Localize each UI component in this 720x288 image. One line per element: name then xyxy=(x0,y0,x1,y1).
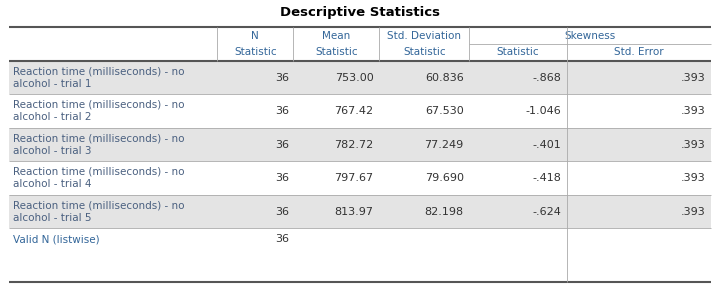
Text: 36: 36 xyxy=(276,173,289,183)
Text: 813.97: 813.97 xyxy=(335,206,374,217)
Text: Reaction time (milliseconds) - no
alcohol - trial 5: Reaction time (milliseconds) - no alcoho… xyxy=(13,200,184,223)
Text: N: N xyxy=(251,31,259,41)
Text: Statistic: Statistic xyxy=(497,48,539,58)
Text: -.418: -.418 xyxy=(532,173,561,183)
Text: -.624: -.624 xyxy=(532,206,561,217)
Text: 753.00: 753.00 xyxy=(335,73,374,83)
Text: .393: .393 xyxy=(681,206,706,217)
Text: -.868: -.868 xyxy=(532,73,561,83)
Text: Std. Error: Std. Error xyxy=(614,48,664,58)
Text: Std. Deviation: Std. Deviation xyxy=(387,31,462,41)
Text: Valid N (listwise): Valid N (listwise) xyxy=(13,234,99,245)
Text: 77.249: 77.249 xyxy=(424,140,464,149)
Text: .393: .393 xyxy=(681,106,706,116)
Text: 797.67: 797.67 xyxy=(335,173,374,183)
Text: Statistic: Statistic xyxy=(234,48,276,58)
Bar xyxy=(9,27,711,282)
Text: Skewness: Skewness xyxy=(564,31,616,41)
Text: Descriptive Statistics: Descriptive Statistics xyxy=(280,6,440,20)
Text: 67.530: 67.530 xyxy=(425,106,464,116)
Text: 79.690: 79.690 xyxy=(425,173,464,183)
Text: -.401: -.401 xyxy=(532,140,561,149)
Text: 767.42: 767.42 xyxy=(335,106,374,116)
Text: 36: 36 xyxy=(276,106,289,116)
Text: Reaction time (milliseconds) - no
alcohol - trial 3: Reaction time (milliseconds) - no alcoho… xyxy=(13,133,184,156)
Bar xyxy=(9,61,711,94)
Text: Reaction time (milliseconds) - no
alcohol - trial 1: Reaction time (milliseconds) - no alcoho… xyxy=(13,67,184,89)
Text: Reaction time (milliseconds) - no
alcohol - trial 4: Reaction time (milliseconds) - no alcoho… xyxy=(13,167,184,189)
Text: Statistic: Statistic xyxy=(403,48,446,58)
Text: .393: .393 xyxy=(681,140,706,149)
Text: 36: 36 xyxy=(276,73,289,83)
Text: .393: .393 xyxy=(681,73,706,83)
Text: 36: 36 xyxy=(276,234,289,245)
Bar xyxy=(9,195,711,228)
Text: Reaction time (milliseconds) - no
alcohol - trial 2: Reaction time (milliseconds) - no alcoho… xyxy=(13,100,184,122)
Bar xyxy=(9,128,711,161)
Text: Mean: Mean xyxy=(322,31,351,41)
Text: 782.72: 782.72 xyxy=(334,140,374,149)
Text: Statistic: Statistic xyxy=(315,48,358,58)
Text: -1.046: -1.046 xyxy=(525,106,561,116)
Text: 82.198: 82.198 xyxy=(425,206,464,217)
Text: 36: 36 xyxy=(276,206,289,217)
Text: 36: 36 xyxy=(276,140,289,149)
Text: .393: .393 xyxy=(681,173,706,183)
Text: 60.836: 60.836 xyxy=(425,73,464,83)
